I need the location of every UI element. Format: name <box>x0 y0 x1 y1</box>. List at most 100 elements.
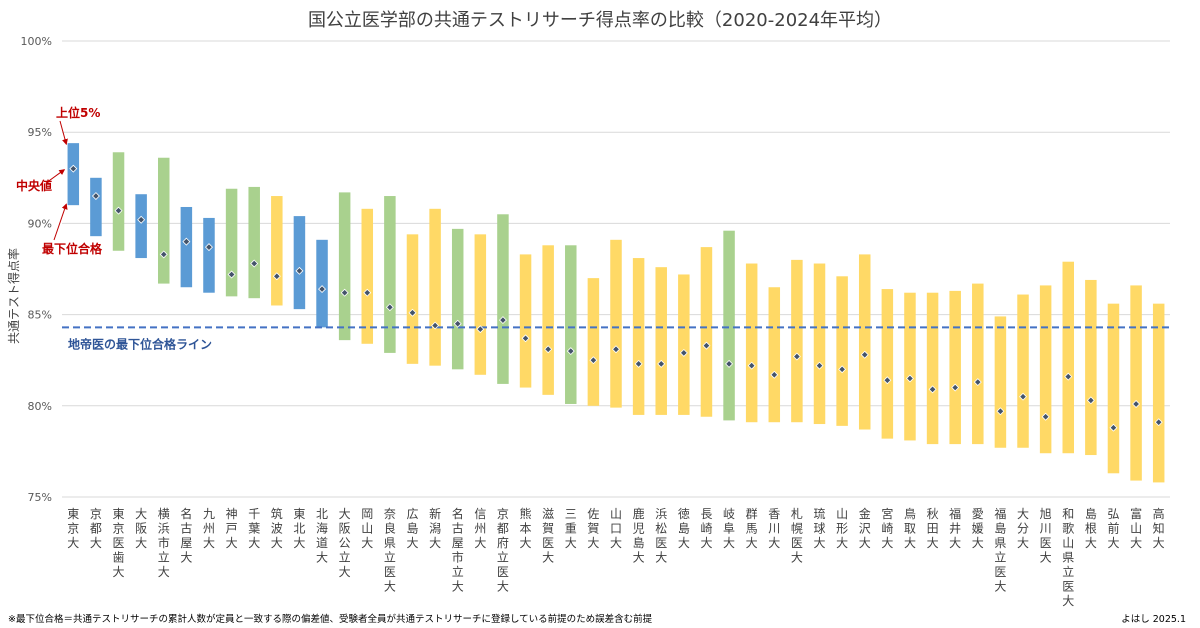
median-marker <box>182 237 191 246</box>
x-tick-label: 熊本大 <box>520 506 532 550</box>
x-tick-label: 佐賀大 <box>587 507 599 550</box>
x-tick-label: 千葉大 <box>248 507 260 550</box>
median-marker <box>951 383 960 392</box>
median-marker <box>589 356 598 365</box>
median-marker <box>860 350 869 359</box>
median-marker <box>566 347 575 356</box>
credit: よはし 2025.1 <box>1121 614 1186 625</box>
x-tick-label: 大阪公立大 <box>339 507 351 579</box>
median-marker <box>973 378 982 387</box>
annotation-bottom: 最下位合格 <box>42 241 103 256</box>
range-bar <box>316 239 328 328</box>
y-tick-label: 100% <box>21 35 52 48</box>
range-bar <box>406 234 419 364</box>
x-tick-label: 長崎大 <box>700 507 712 550</box>
median-marker <box>792 352 801 361</box>
median-marker <box>1154 418 1163 427</box>
median-marker <box>521 334 530 343</box>
reference-line-label: 地帝医の最下位合格ライン <box>68 336 212 351</box>
median-marker <box>476 325 485 334</box>
y-tick-label: 90% <box>28 217 52 230</box>
median-marker <box>295 266 304 275</box>
median-marker <box>838 365 847 374</box>
range-bar <box>1107 303 1120 474</box>
x-tick-label: 京都大 <box>90 507 102 550</box>
range-bar <box>836 276 848 426</box>
median-marker <box>227 270 236 279</box>
range-bar <box>904 292 916 441</box>
x-tick-label: 信州大 <box>474 507 486 550</box>
range-bar <box>813 263 826 425</box>
annotation-arrow <box>45 169 66 184</box>
range-bar <box>655 267 667 415</box>
x-tick-label: 鹿児島大 <box>633 506 645 565</box>
x-tick-label: 北海道大 <box>316 507 328 565</box>
range-bar <box>519 254 532 388</box>
range-bar <box>745 263 758 423</box>
x-tick-label: 大分大 <box>1017 507 1029 550</box>
x-tick-label: 島根大 <box>1085 506 1097 550</box>
range-bars <box>67 143 1165 483</box>
x-tick-label: 福井大 <box>949 506 961 550</box>
x-tick-label: 愛媛大 <box>972 507 984 550</box>
x-tick-label: 旭川医大 <box>1040 507 1052 565</box>
median-marker <box>250 259 259 268</box>
median-marker <box>1064 372 1073 381</box>
x-tick-label: 高知大 <box>1153 506 1165 550</box>
range-bar <box>451 228 464 370</box>
x-tick-label: 山形大 <box>836 507 848 550</box>
x-tick-label: 横浜市立大 <box>158 507 170 579</box>
median-marker <box>1041 412 1050 421</box>
x-tick-label: 宮崎大 <box>881 506 893 550</box>
median-marker <box>114 206 123 215</box>
x-tick-label: 三重大 <box>565 507 577 550</box>
range-bar <box>112 152 125 251</box>
median-marker <box>69 164 78 173</box>
median-marker <box>1086 396 1095 405</box>
median-marker <box>272 272 281 281</box>
range-bar <box>542 245 554 395</box>
median-marker <box>928 385 937 394</box>
median-marker <box>318 285 327 294</box>
range-bar <box>949 290 961 445</box>
range-bar <box>723 230 735 421</box>
range-bar <box>90 177 102 237</box>
x-tick-label: 名古屋市立大 <box>452 506 464 594</box>
median-marker <box>770 370 779 379</box>
range-bar <box>881 289 894 439</box>
x-tick-label: 東京医歯大 <box>113 507 125 579</box>
median-marker <box>408 308 417 317</box>
x-tick-label: 滋賀医大 <box>542 507 554 565</box>
range-bar <box>338 192 351 341</box>
annotation-arrow <box>53 203 68 241</box>
x-tick-label: 福島県立医大 <box>994 506 1006 594</box>
range-bar <box>1062 261 1074 454</box>
range-bar <box>768 287 781 423</box>
x-tick-label: 名古屋大 <box>180 506 192 565</box>
footnote: ※最下位合格＝共通テストリサーチの累計人数が定員と一致する際の偏差値、受験者全員… <box>8 614 653 625</box>
x-tick-label: 富山大 <box>1130 506 1142 550</box>
median-marker <box>544 345 553 354</box>
y-tick-label: 85% <box>28 309 52 322</box>
median-marker <box>340 288 349 297</box>
y-axis-label: 共通テスト得点率 <box>6 248 21 344</box>
range-bar <box>700 247 713 417</box>
x-tick-label: 岡山大 <box>361 507 373 550</box>
median-marker <box>498 316 507 325</box>
median-marker <box>453 319 462 328</box>
x-tick-label: 札幌医大 <box>791 507 803 565</box>
y-tick-label: 75% <box>28 491 52 504</box>
range-bar <box>994 316 1007 448</box>
range-bar <box>158 157 170 284</box>
median-marker <box>1019 392 1027 401</box>
median-marker <box>634 359 643 368</box>
median-marker <box>385 303 394 312</box>
x-tick-label: 秋田大 <box>927 507 939 550</box>
median-marker <box>905 374 914 383</box>
x-tick-label: 奈良県立医大 <box>384 507 396 594</box>
median-marker <box>363 288 372 297</box>
median-marker <box>657 359 666 368</box>
median-marker <box>679 348 688 357</box>
